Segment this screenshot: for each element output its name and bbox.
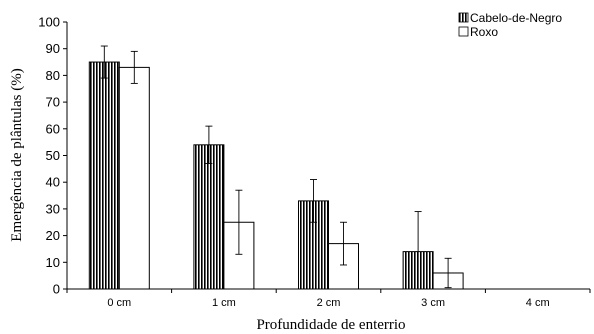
legend-swatch-roxo — [458, 26, 469, 37]
y-tick-label: 100 — [38, 15, 60, 30]
y-tick-label: 10 — [46, 255, 60, 270]
x-axis-title: Profundidade de enterrio — [256, 317, 405, 333]
y-tick-label: 50 — [46, 148, 60, 163]
x-tick-label: 1 cm — [212, 297, 236, 309]
bar — [193, 144, 225, 290]
x-tick-label: 2 cm — [317, 297, 341, 309]
axes — [63, 21, 591, 293]
y-tick-label: 70 — [46, 95, 60, 110]
bar — [118, 66, 150, 290]
y-tick-label: 20 — [46, 228, 60, 243]
legend-label-roxo: Roxo — [470, 25, 498, 39]
y-tick-label: 80 — [46, 68, 60, 83]
legend: Cabelo-de-Negro Roxo — [458, 11, 562, 39]
x-tick-label: 4 cm — [526, 297, 550, 309]
x-tick-labels: 0 cm 1 cm 2 cm 3 cm 4 cm — [107, 297, 549, 309]
y-tick-label: 60 — [46, 121, 60, 136]
y-tick-labels: 0 10 20 30 40 50 60 70 80 90 100 — [38, 15, 60, 297]
bars — [88, 61, 464, 290]
y-tick-label: 40 — [46, 175, 60, 190]
bar — [88, 61, 120, 290]
y-axis-title: Emergência de plântulas (%) — [9, 68, 25, 241]
x-tick-label: 0 cm — [107, 297, 131, 309]
y-tick-label: 30 — [46, 201, 60, 216]
legend-swatch-cabelo-de-negro — [458, 12, 469, 23]
x-tick-label: 3 cm — [421, 297, 445, 309]
y-tick-label: 0 — [53, 282, 60, 297]
legend-label-cabelo-de-negro: Cabelo-de-Negro — [470, 11, 562, 25]
error-bars — [100, 45, 452, 290]
y-tick-label: 90 — [46, 41, 60, 56]
